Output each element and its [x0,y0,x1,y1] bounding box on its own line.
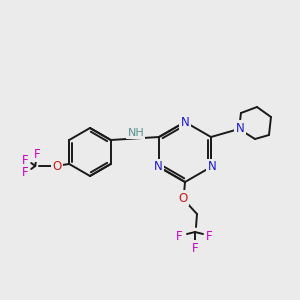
Text: F: F [22,166,28,178]
Text: N: N [208,160,216,173]
Text: F: F [192,242,198,254]
Text: NH: NH [128,128,144,137]
Text: O: O [52,160,62,172]
Text: N: N [236,122,244,134]
Text: F: F [22,154,28,166]
Text: F: F [34,148,40,160]
Text: N: N [154,160,162,173]
Text: F: F [206,230,212,242]
Text: O: O [178,191,188,205]
Text: N: N [181,116,189,128]
Text: F: F [176,230,182,242]
